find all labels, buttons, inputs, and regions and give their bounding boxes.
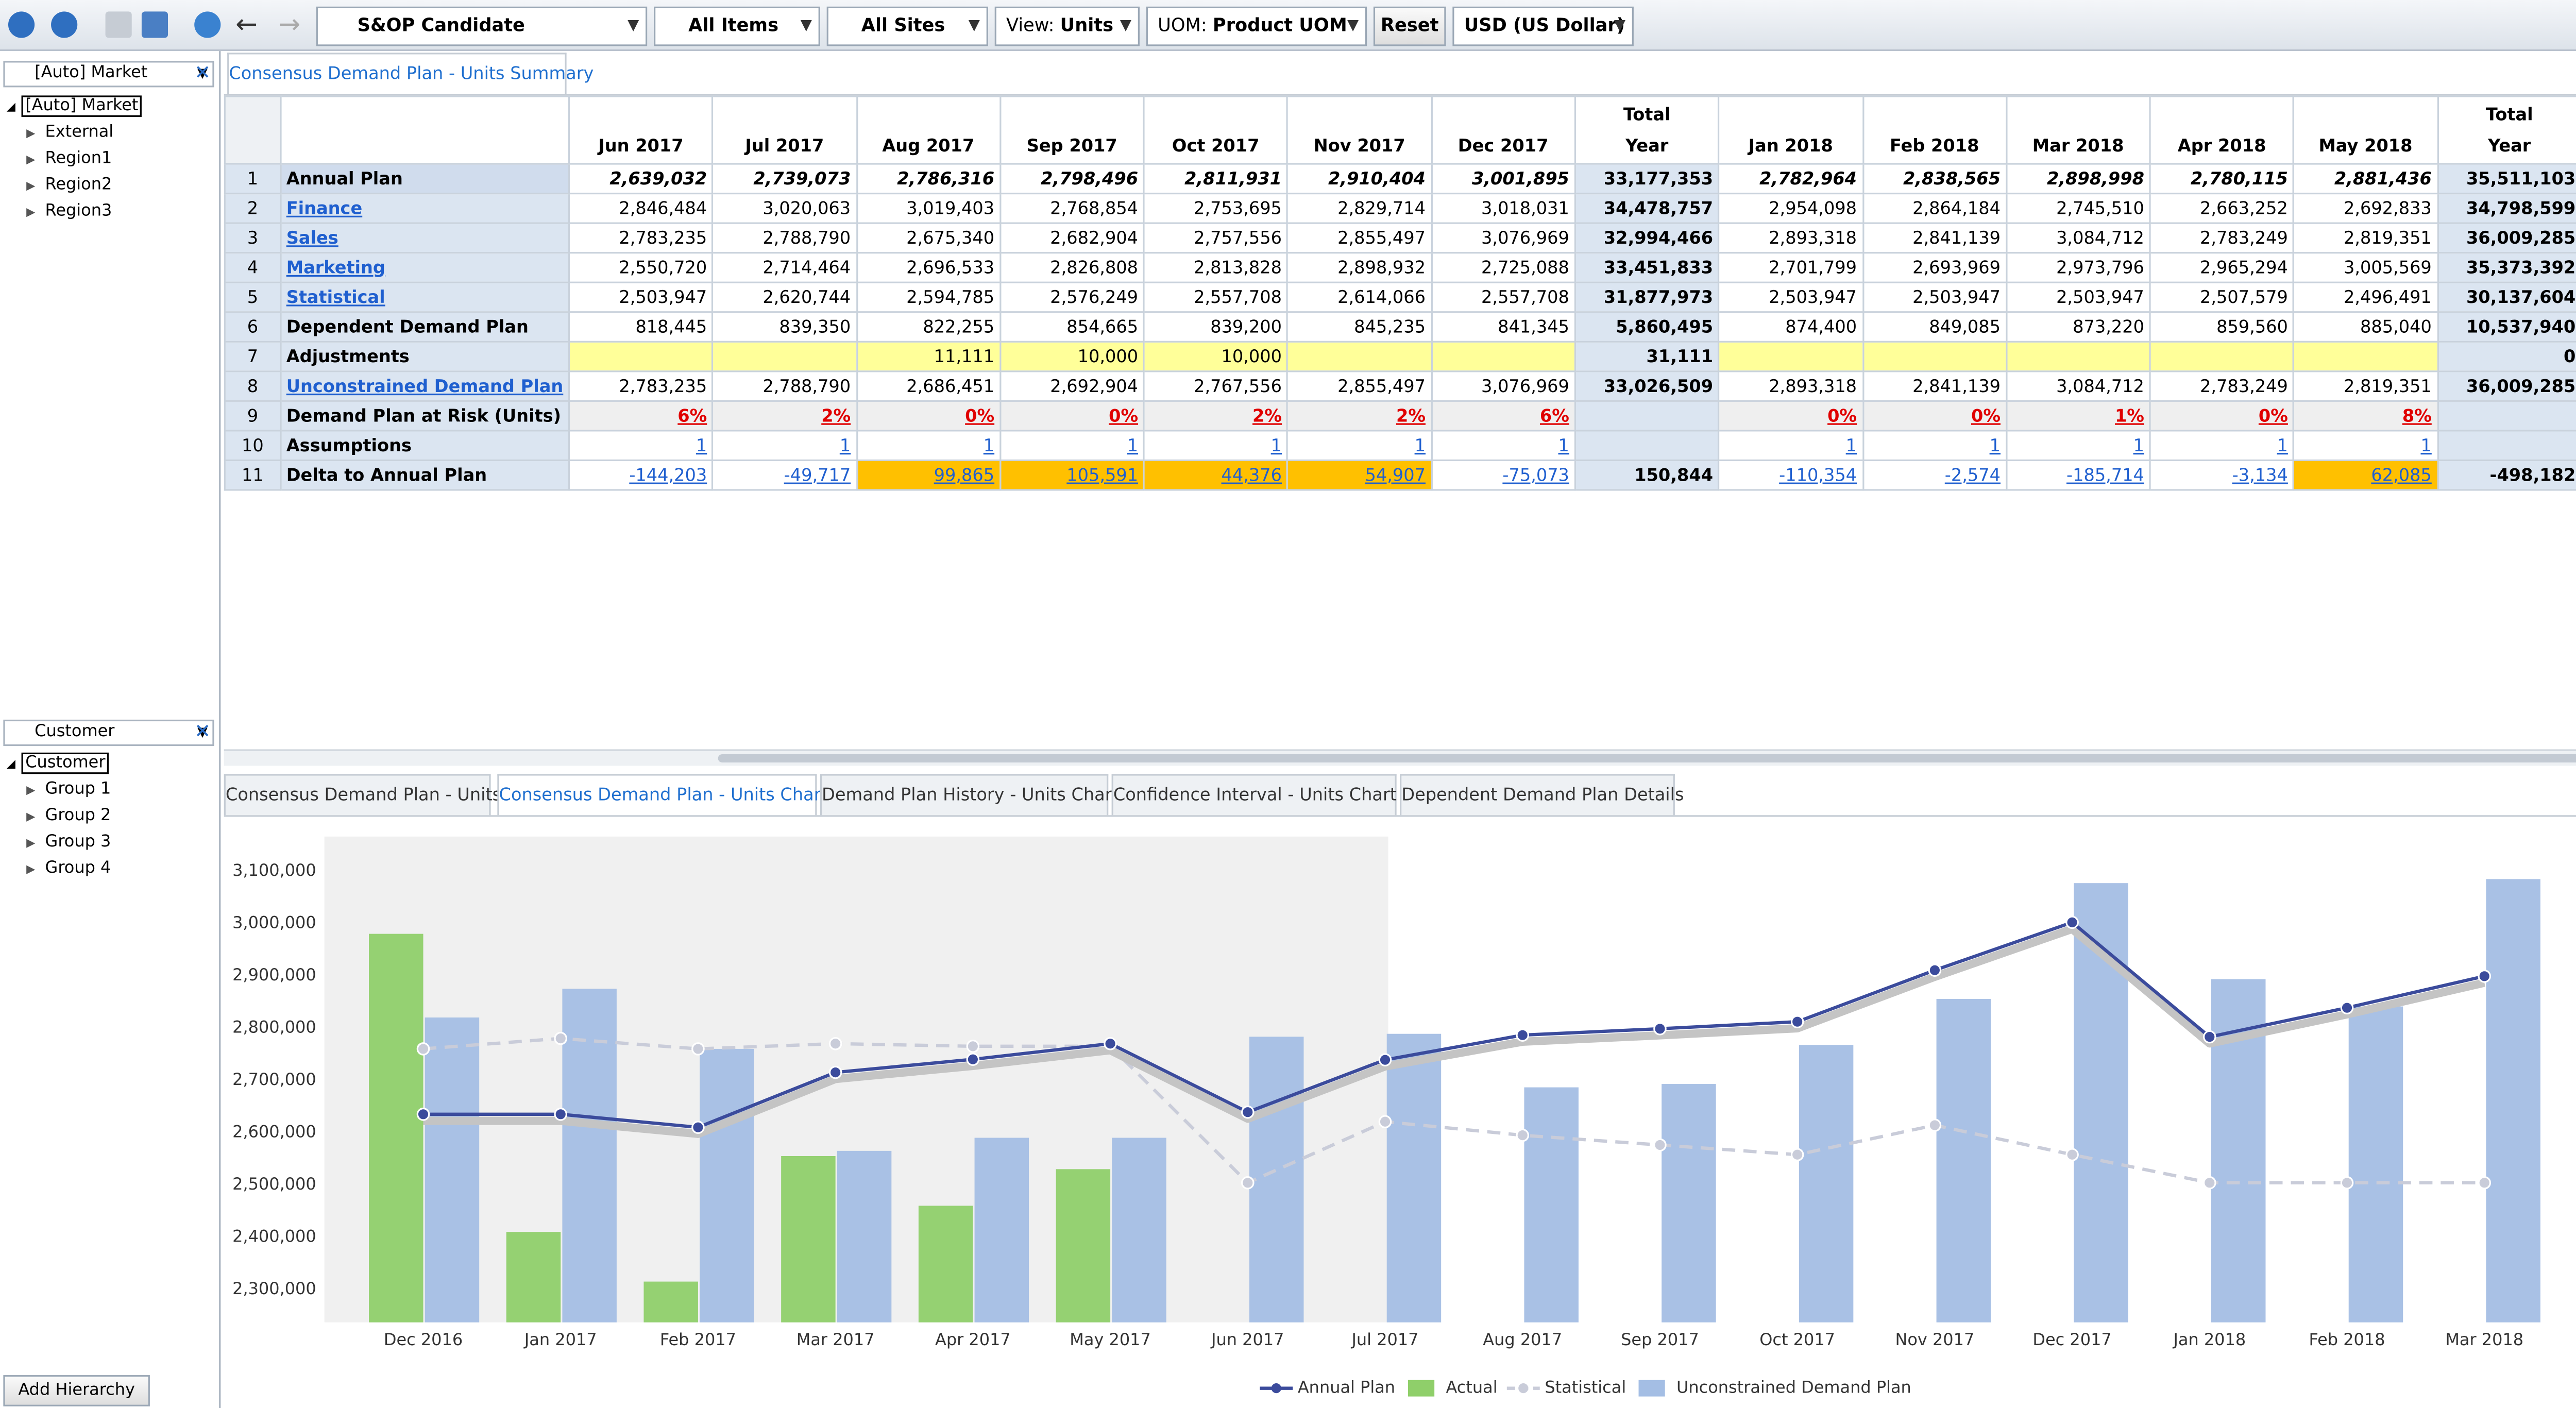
bar — [781, 1156, 835, 1322]
legend-swatch — [1518, 1383, 1528, 1393]
point — [2341, 1177, 2352, 1189]
legend-swatch — [1639, 1380, 1665, 1397]
bar — [1662, 1084, 1716, 1322]
point — [1379, 1054, 1391, 1065]
point — [2204, 1031, 2215, 1042]
x-tick-label: May 2017 — [1070, 1330, 1151, 1349]
bar — [919, 1206, 973, 1322]
x-tick-label: Aug 2017 — [1483, 1330, 1562, 1349]
x-tick-label: Jan 2018 — [2172, 1330, 2246, 1349]
x-tick-label: Feb 2017 — [660, 1330, 736, 1349]
legend-label: Unconstrained Demand Plan — [1676, 1378, 1911, 1397]
x-tick-label: Sep 2017 — [1621, 1330, 1699, 1349]
point — [692, 1043, 704, 1055]
x-tick-label: Jul 2017 — [1350, 1330, 1418, 1349]
bar — [1937, 999, 1991, 1322]
legend-label: Actual — [1446, 1378, 1498, 1397]
y-tick-label: 2,600,000 — [232, 1122, 316, 1141]
bar — [1112, 1138, 1166, 1322]
bar — [1056, 1169, 1110, 1322]
point — [1105, 1038, 1116, 1049]
point — [1929, 964, 1940, 976]
bar — [562, 989, 616, 1322]
legend-swatch — [1272, 1383, 1281, 1393]
point — [967, 1041, 978, 1052]
point — [829, 1038, 841, 1049]
y-tick-label: 2,900,000 — [232, 965, 316, 985]
point — [1379, 1116, 1391, 1127]
x-tick-label: Nov 2017 — [1895, 1330, 1974, 1349]
point — [2066, 917, 2078, 928]
point — [692, 1122, 704, 1133]
bar — [1524, 1088, 1578, 1322]
legend-label: Annual Plan — [1298, 1378, 1395, 1397]
point — [417, 1109, 429, 1120]
y-tick-label: 2,700,000 — [232, 1070, 316, 1089]
bar — [837, 1151, 891, 1322]
bar — [1799, 1045, 1853, 1322]
bar — [1387, 1034, 1441, 1322]
point — [1791, 1016, 1803, 1027]
y-tick-label: 2,300,000 — [232, 1279, 316, 1298]
bar — [506, 1232, 561, 1322]
bar — [975, 1138, 1029, 1322]
point — [1654, 1139, 1666, 1150]
point — [1517, 1029, 1528, 1041]
x-tick-label: Mar 2017 — [796, 1330, 875, 1349]
bar — [425, 1017, 479, 1322]
y-tick-label: 3,000,000 — [232, 912, 316, 932]
bar — [2486, 879, 2540, 1322]
point — [2066, 1149, 2078, 1160]
point — [417, 1043, 429, 1055]
y-tick-label: 2,800,000 — [232, 1017, 316, 1037]
x-tick-label: Jan 2017 — [523, 1330, 597, 1349]
point — [1929, 1119, 1940, 1131]
point — [1654, 1023, 1666, 1034]
point — [2204, 1177, 2215, 1189]
point — [1517, 1129, 1528, 1141]
x-tick-label: Feb 2018 — [2309, 1330, 2385, 1349]
x-tick-label: Mar 2018 — [2445, 1330, 2523, 1349]
point — [1791, 1149, 1803, 1160]
point — [2341, 1002, 2352, 1013]
legend-swatch — [1408, 1380, 1434, 1397]
legend-label: Statistical — [1545, 1378, 1626, 1397]
point — [829, 1066, 841, 1078]
x-tick-label: Dec 2017 — [2032, 1330, 2111, 1349]
y-tick-label: 2,400,000 — [232, 1226, 316, 1246]
bar — [700, 1049, 754, 1322]
x-tick-label: Dec 2016 — [384, 1330, 463, 1349]
x-tick-label: Jun 2017 — [1210, 1330, 1284, 1349]
x-tick-label: Oct 2017 — [1759, 1330, 1835, 1349]
y-tick-label: 2,500,000 — [232, 1174, 316, 1194]
bar — [1249, 1037, 1303, 1322]
point — [2479, 971, 2490, 982]
bar — [643, 1282, 698, 1322]
bar — [2349, 1007, 2403, 1322]
point — [1242, 1177, 1253, 1189]
x-tick-label: Apr 2017 — [935, 1330, 1011, 1349]
bar — [369, 934, 423, 1322]
y-tick-label: 3,100,000 — [232, 860, 316, 880]
point — [2479, 1177, 2490, 1189]
point — [555, 1032, 566, 1044]
point — [1242, 1107, 1253, 1118]
point — [967, 1054, 978, 1065]
point — [555, 1109, 566, 1120]
